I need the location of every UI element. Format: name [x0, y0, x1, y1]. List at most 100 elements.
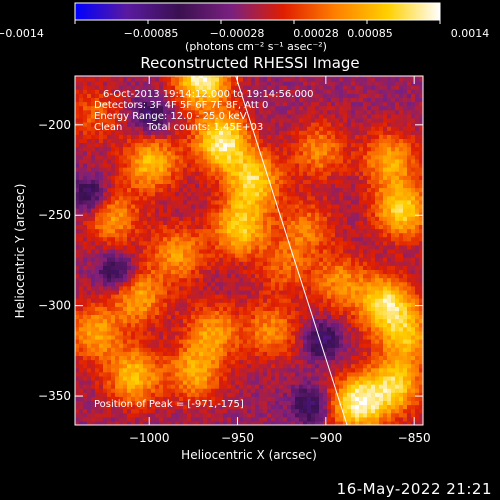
heatmap-cell [267, 371, 272, 377]
heatmap-cell [267, 118, 272, 123]
heatmap-cell [271, 253, 276, 258]
heatmap-cell [299, 77, 304, 82]
heatmap-cell [151, 167, 156, 172]
heatmap-cell [291, 77, 296, 82]
heatmap-cell [159, 330, 164, 336]
heatmap-cell [127, 179, 132, 184]
heatmap-cell [207, 314, 212, 320]
heatmap-cell [203, 392, 208, 397]
heatmap-cell [215, 216, 220, 221]
heatmap-cell [83, 253, 88, 258]
heatmap-cell [175, 204, 180, 209]
heatmap-cell [99, 281, 104, 287]
heatmap-cell [211, 273, 216, 279]
heatmap-cell [127, 97, 132, 103]
heatmap-cell [275, 187, 280, 193]
heatmap-cell [179, 347, 184, 352]
heatmap-cell [271, 347, 276, 352]
heatmap-cell [187, 76, 192, 78]
heatmap-cell [111, 367, 116, 373]
heatmap-cell [155, 158, 160, 164]
heatmap-cell [235, 392, 240, 397]
heatmap-cell [159, 314, 164, 320]
heatmap-cell [111, 306, 116, 311]
heatmap-cell [167, 85, 172, 90]
heatmap-cell [299, 388, 304, 393]
heatmap-cell [87, 208, 92, 213]
heatmap-cell [135, 163, 140, 168]
heatmap-cell [111, 154, 116, 160]
heatmap-cell [291, 326, 296, 332]
heatmap-cell [131, 212, 136, 217]
heatmap-cell [195, 285, 200, 291]
heatmap-cell [283, 77, 288, 82]
heatmap-cell [203, 388, 208, 393]
heatmap-cell [219, 122, 224, 127]
heatmap-cell [111, 388, 116, 393]
heatmap-cell [171, 77, 176, 82]
heatmap-cell [295, 183, 300, 189]
heatmap-cell [115, 269, 120, 275]
heatmap-cell [231, 306, 236, 311]
heatmap-cell [179, 343, 184, 348]
heatmap-cell [247, 322, 252, 328]
heatmap-cell [79, 277, 84, 283]
heatmap-cell [279, 298, 284, 303]
heatmap-cell [103, 294, 108, 299]
heatmap-cell [199, 371, 204, 377]
heatmap-cell [91, 76, 96, 78]
heatmap-cell [235, 355, 240, 361]
heatmap-cell [143, 228, 148, 234]
heatmap-cell [79, 412, 84, 418]
heatmap-cell [171, 93, 176, 98]
heatmap-cell [171, 314, 176, 320]
heatmap-cell [103, 273, 108, 279]
heatmap-cell [123, 347, 128, 352]
heatmap-cell [175, 167, 180, 172]
heatmap-cell [303, 171, 308, 176]
heatmap-cell [231, 269, 236, 275]
heatmap-cell [83, 261, 88, 266]
heatmap-cell [139, 384, 144, 389]
heatmap-cell [111, 400, 116, 406]
heatmap-cell [295, 306, 300, 311]
heatmap-cell [283, 113, 288, 119]
heatmap-cell [267, 257, 272, 262]
heatmap-cell [235, 343, 240, 348]
heatmap-cell [163, 204, 168, 209]
heatmap-cell [263, 265, 268, 270]
heatmap-cell [239, 285, 244, 291]
heatmap-cell [291, 146, 296, 152]
heatmap-cell [243, 150, 248, 156]
heatmap-cell [107, 404, 112, 410]
heatmap-cell [243, 416, 248, 422]
heatmap-cell [207, 109, 212, 115]
heatmap-cell [239, 322, 244, 328]
heatmap-cell [79, 118, 84, 123]
heatmap-cell [219, 138, 224, 144]
heatmap-cell [171, 265, 176, 270]
heatmap-cell [191, 122, 196, 127]
heatmap-cell [115, 89, 120, 94]
heatmap-cell [147, 89, 152, 94]
heatmap-cell [215, 199, 220, 205]
heatmap-cell [75, 416, 80, 422]
heatmap-cell [295, 109, 300, 115]
heatmap-cell [87, 187, 92, 193]
heatmap-cell [267, 306, 272, 311]
heatmap-cell [275, 249, 280, 254]
heatmap-cell [135, 240, 140, 246]
heatmap-cell [95, 355, 100, 361]
heatmap-cell [275, 335, 280, 340]
heatmap-cell [219, 81, 224, 86]
heatmap-cell [259, 330, 264, 336]
heatmap-cell [95, 290, 100, 295]
heatmap-cell [79, 396, 84, 401]
heatmap-cell [147, 183, 152, 189]
heatmap-cell [135, 97, 140, 103]
heatmap-cell [87, 228, 92, 234]
heatmap-cell [203, 101, 208, 107]
heatmap-cell [143, 281, 148, 287]
heatmap-cell [287, 314, 292, 320]
heatmap-cell [163, 380, 168, 385]
